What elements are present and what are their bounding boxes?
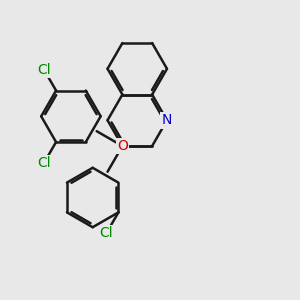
Text: Cl: Cl xyxy=(38,63,51,77)
Text: O: O xyxy=(117,139,128,153)
Text: N: N xyxy=(162,113,172,127)
Text: Cl: Cl xyxy=(100,226,113,240)
Text: Cl: Cl xyxy=(38,156,51,170)
